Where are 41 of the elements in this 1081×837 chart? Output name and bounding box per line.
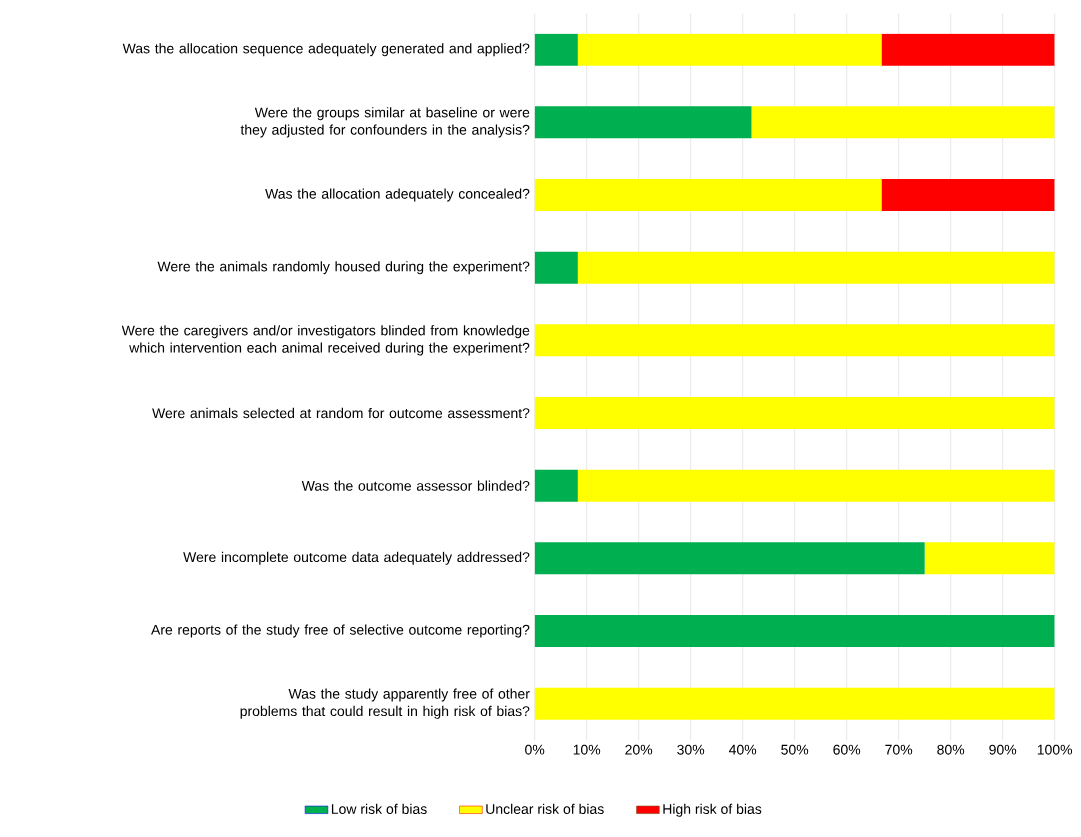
- bar: [577, 469, 1055, 502]
- bar: [534, 106, 752, 139]
- bar: [534, 469, 578, 502]
- x-tick-label: 30%: [677, 744, 705, 755]
- x-tick-label: 60%: [833, 744, 861, 755]
- bar: [534, 614, 1055, 647]
- y-tick-label: Was the allocation sequence adequately generated and applied?: [122, 43, 530, 57]
- y-tick-label: Were animals selected at random for outcome assessment?: [152, 407, 530, 419]
- legend-label: High risk of bias: [663, 803, 762, 817]
- y-tick-label: Were the groups similar at baseline or were they adjusted for confounders in the analysis?: [240, 107, 530, 138]
- legend-label: Unclear risk of bias: [486, 803, 604, 815]
- y-tick-label: Were incomplete outcome data adequately addressed?: [183, 551, 530, 565]
- x-tick-label: 90%: [989, 744, 1017, 755]
- bar: [881, 178, 1055, 211]
- y-tick-label: Was the study apparently free of other problems that could result in high risk of bias?: [240, 688, 530, 719]
- y-tick-label: Are reports of the study free of selective outcome reporting?: [151, 624, 530, 638]
- y-tick-label: Was the outcome assessor blinded?: [301, 480, 530, 491]
- bar: [534, 542, 925, 575]
- bar: [924, 542, 1055, 575]
- bar: [751, 106, 1055, 139]
- x-tick-label: 70%: [885, 744, 913, 755]
- bar: [534, 687, 1055, 720]
- x-tick-label: 80%: [937, 744, 965, 755]
- bar: [577, 33, 882, 66]
- y-tick-label: Were the animals randomly housed during the experiment?: [157, 261, 530, 275]
- x-tick-label: 40%: [728, 744, 757, 755]
- x-tick-label: 20%: [625, 744, 653, 755]
- x-tick-label: 0%: [525, 744, 545, 755]
- bar: [534, 33, 578, 66]
- x-tick-label: 100%: [1037, 744, 1073, 755]
- y-tick-label: Were the caregivers and/or investigators blinded from knowledge which intervention each animal received during the experiment?: [121, 325, 530, 356]
- y-tick-label: Was the allocation adequately concealed?: [265, 188, 530, 202]
- bar: [534, 178, 882, 211]
- x-tick-label: 10%: [573, 744, 601, 755]
- bar: [577, 251, 1055, 284]
- bar: [534, 396, 1055, 429]
- legend-label: Low risk of bias: [331, 803, 427, 815]
- bar: [534, 251, 578, 284]
- x-tick-label: 50%: [781, 744, 809, 755]
- bar: [881, 33, 1055, 66]
- bar: [534, 324, 1055, 357]
